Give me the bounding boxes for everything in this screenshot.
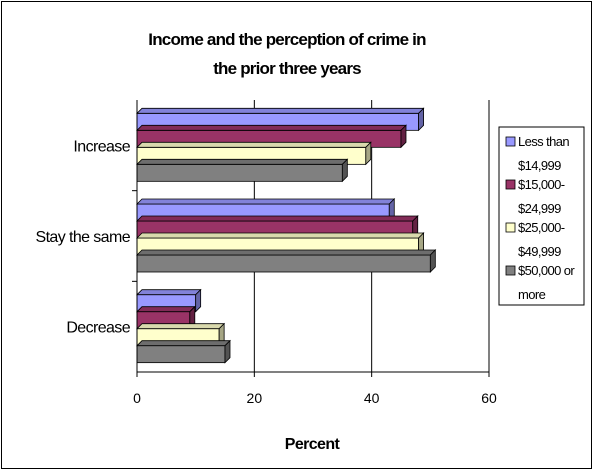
bar-top-face — [136, 340, 231, 347]
bars — [136, 107, 437, 364]
legend-label: Less than — [518, 134, 569, 149]
legend-label: $49,999 — [518, 244, 561, 259]
x-axis-title: Percent — [285, 436, 341, 453]
bar-top-face — [136, 107, 425, 114]
bar-side-face — [224, 339, 231, 364]
legend-label: $50,000 or — [518, 263, 575, 278]
legend-label: $24,999 — [518, 201, 561, 216]
bar-side-face — [429, 249, 436, 273]
legend-label: $25,000- — [518, 220, 565, 235]
x-tick-labels: 0 20 40 60 — [133, 390, 497, 406]
bar-side-face — [400, 124, 407, 149]
bar — [136, 345, 226, 364]
bar-side-face — [418, 107, 425, 132]
x-tick-label: 60 — [481, 390, 497, 406]
category-label: Decrease — [66, 320, 130, 337]
bar-top-face — [136, 158, 349, 165]
legend-swatch — [505, 179, 516, 190]
legend-label: $14,999 — [518, 158, 561, 173]
bar-top-face — [136, 215, 419, 222]
bar-top-face — [136, 306, 196, 313]
bar-side-face — [195, 288, 202, 313]
bar-top-face — [136, 323, 226, 330]
x-tick-label: 0 — [133, 390, 141, 406]
bar-side-face — [365, 141, 372, 166]
bar — [136, 254, 431, 273]
legend-box — [498, 126, 585, 306]
bar-top-face — [136, 124, 407, 131]
legend-swatch — [505, 136, 516, 147]
category-label: Increase — [73, 138, 130, 155]
chart-title-line-1: Income and the perception of crime in — [148, 30, 426, 49]
bar-top-face — [136, 249, 437, 256]
axes — [132, 100, 490, 377]
bar-top-face — [136, 289, 202, 296]
chart-title-line-2: the prior three years — [213, 59, 361, 78]
bar-side-face — [341, 158, 348, 183]
legend-label: more — [518, 287, 546, 302]
x-tick-label: 20 — [247, 390, 263, 406]
x-tick-label: 40 — [364, 390, 380, 406]
bar-top-face — [136, 198, 396, 205]
legend-swatch — [505, 222, 516, 233]
legend-swatch — [505, 265, 516, 276]
bar-top-face — [136, 232, 425, 239]
legend-label: $15,000- — [518, 177, 565, 192]
category-labels: Increase Stay the same Decrease — [36, 138, 132, 337]
category-label: Stay the same — [36, 229, 131, 246]
legend: Less than $14,999 $15,000- $24,999 $25,000- $… — [498, 126, 585, 306]
bar-top-face — [136, 141, 372, 148]
bar — [136, 163, 343, 182]
